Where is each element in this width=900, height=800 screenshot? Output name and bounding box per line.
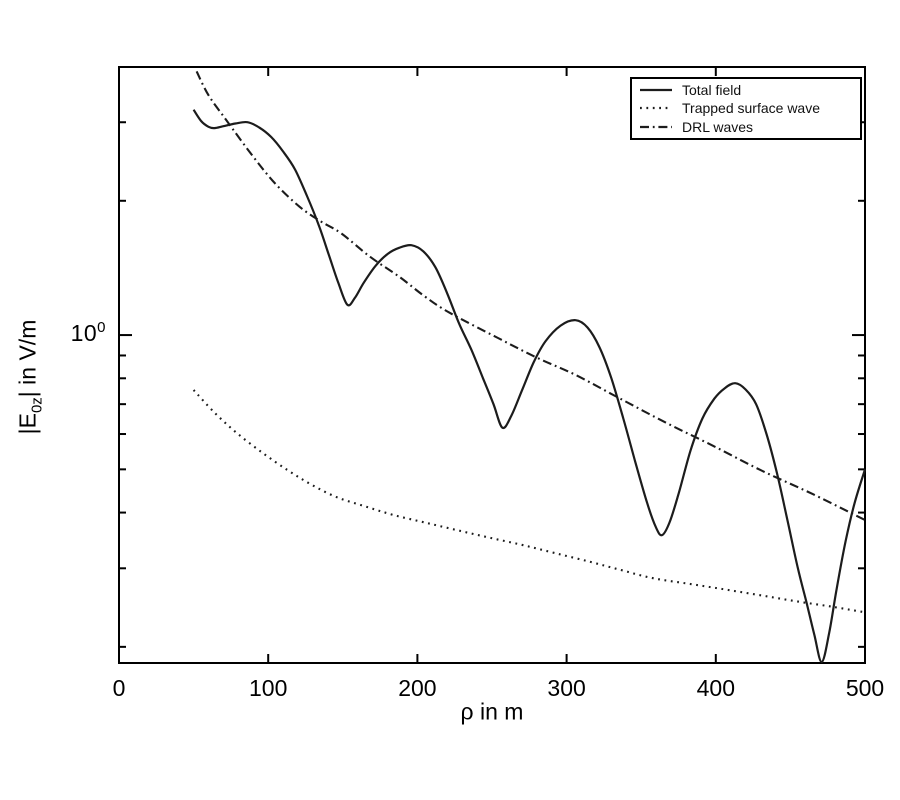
x-tick-label: 400 (697, 675, 735, 701)
legend-item: DRL waves (632, 118, 860, 136)
plot-border (118, 66, 866, 664)
legend-item: Trapped surface wave (632, 99, 860, 117)
legend-dotted-line-icon (640, 107, 672, 110)
x-tick-label: 200 (398, 675, 436, 701)
legend-label: Trapped surface wave (682, 100, 820, 117)
series-dotted (192, 389, 866, 614)
legend-dashdot-line-icon (640, 125, 672, 128)
series-dashdot (195, 70, 866, 521)
legend-item: Total field (632, 81, 860, 99)
series-solid (192, 109, 867, 664)
y-tick-base: 10 (70, 319, 98, 346)
x-axis-label: ρ in m (460, 698, 524, 725)
x-tick-label: 0 (113, 675, 126, 701)
x-tick-label: 300 (547, 675, 585, 701)
legend-solid-line-icon (640, 89, 672, 92)
y-axis-label-prefix: |E (14, 413, 41, 435)
x-tick-label: 100 (249, 675, 287, 701)
y-tick-exponent: 0 (97, 319, 106, 337)
y-axis-label: |E0z| in V/m (15, 320, 46, 435)
legend: Total field Trapped surface wave DRL waves (630, 77, 862, 140)
legend-label: Total field (682, 82, 742, 99)
y-tick-label: 100 (71, 319, 106, 347)
legend-label: DRL waves (682, 118, 754, 135)
x-tick-label: 500 (846, 675, 884, 701)
y-axis-label-subscript: 0z (28, 397, 46, 414)
y-axis-label-suffix: | in V/m (14, 319, 41, 398)
